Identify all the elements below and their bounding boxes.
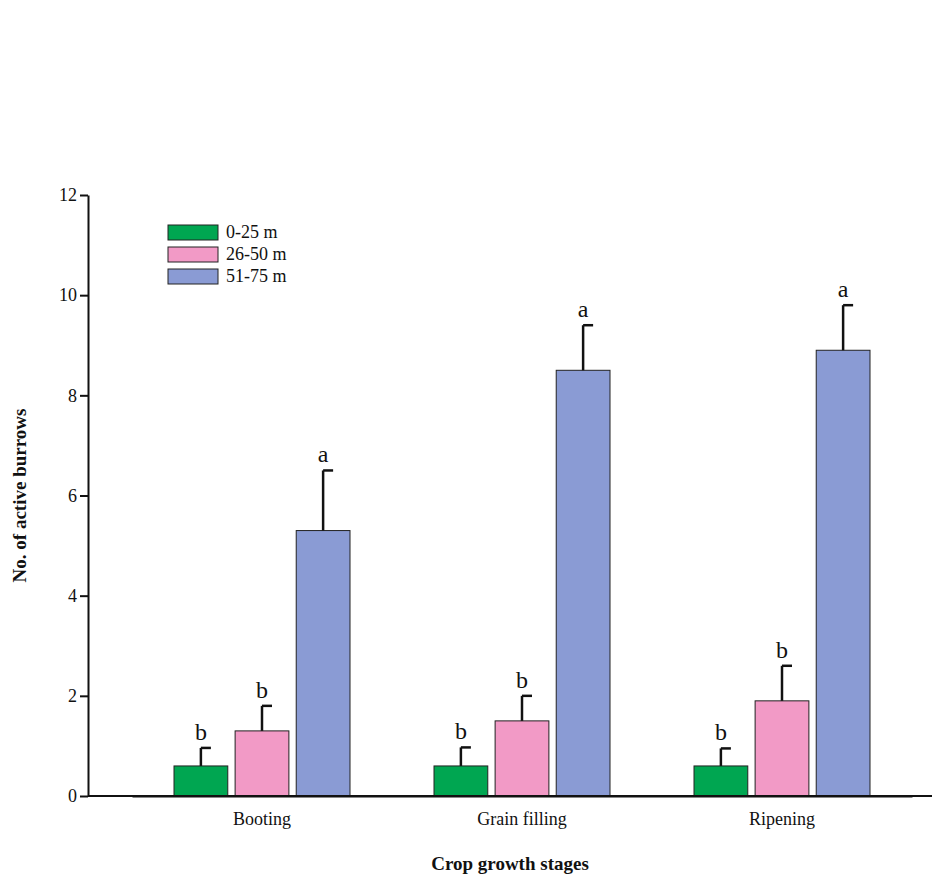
- chart: b b b b b b a a a 0 2 4 6 8 10 12 Booting Grain filling Ri…: [0, 0, 946, 886]
- error-bar-stem: [720, 748, 723, 766]
- bar: [556, 370, 610, 796]
- error-bar: [461, 747, 471, 766]
- legend-item: 0-25 m: [168, 222, 278, 242]
- annotations: b b b b b b a a a: [195, 276, 849, 745]
- bar: [174, 766, 228, 796]
- error-bar-cap: [201, 747, 211, 750]
- y-tick-mark: [80, 495, 88, 497]
- x-tick: Grain filling: [477, 796, 566, 829]
- y-tick-label: 0: [68, 786, 77, 806]
- bar: [755, 701, 809, 796]
- error-bar-cap: [782, 665, 792, 668]
- y-tick: 8: [68, 386, 88, 406]
- bar: [434, 766, 488, 796]
- error-bar-cap: [522, 695, 532, 698]
- y-tick-label: 12: [59, 185, 77, 205]
- series: [296, 305, 870, 796]
- y-tick-mark: [80, 695, 88, 697]
- y-tick-mark: [80, 195, 88, 197]
- y-tick-mark: [80, 595, 88, 597]
- bar: [296, 531, 350, 796]
- y-tick-label: 4: [68, 586, 77, 606]
- error-bar-stem: [842, 305, 845, 350]
- x-axis: Booting Grain filling Ripening: [133, 796, 913, 829]
- y-tick: 10: [59, 285, 88, 305]
- legend-label: 0-25 m: [226, 222, 278, 242]
- error-bar-stem: [460, 747, 463, 766]
- significance-letter: a: [318, 441, 329, 467]
- y-tick: 12: [59, 185, 88, 205]
- y-tick: 2: [68, 686, 88, 706]
- legend-swatch: [168, 225, 218, 240]
- x-tick: Booting: [233, 796, 291, 829]
- error-bar: [522, 696, 532, 721]
- x-tick: Ripening: [749, 796, 815, 829]
- y-tick: 4: [68, 586, 88, 606]
- x-axis-title: Crop growth stages: [431, 853, 589, 874]
- error-bar: [323, 470, 333, 530]
- y-tick: 6: [68, 486, 88, 506]
- y-axis-title: No. of active burrows: [9, 409, 30, 583]
- error-bar-stem: [781, 666, 784, 701]
- y-tick-mark: [80, 295, 88, 297]
- y-tick-label: 6: [68, 486, 77, 506]
- significance-letter: b: [516, 667, 528, 693]
- bar: [235, 731, 289, 796]
- error-bar-cap: [843, 304, 853, 307]
- error-bar-cap: [323, 469, 333, 472]
- error-bar-stem: [261, 706, 264, 731]
- y-tick: 0: [68, 786, 88, 806]
- significance-letter: b: [455, 718, 467, 744]
- error-bar: [583, 325, 593, 370]
- y-tick-mark: [80, 796, 88, 798]
- x-tick-label: Ripening: [749, 809, 815, 829]
- error-bar-stem: [582, 325, 585, 370]
- legend-label: 26-50 m: [226, 244, 287, 264]
- error-bar: [843, 305, 853, 350]
- legend: 0-25 m26-50 m51-75 m: [168, 222, 287, 286]
- plot-frame: [88, 795, 932, 797]
- error-bar-cap: [583, 324, 593, 327]
- error-bar-cap: [721, 747, 731, 750]
- x-tick-label: Booting: [233, 809, 291, 829]
- error-bar: [782, 666, 792, 701]
- significance-letter: a: [578, 296, 589, 322]
- legend-swatch: [168, 247, 218, 262]
- legend-label: 51-75 m: [226, 266, 287, 286]
- y-tick-label: 10: [59, 285, 77, 305]
- error-bar: [201, 748, 211, 766]
- legend-swatch: [168, 269, 218, 284]
- error-bar-cap: [461, 746, 471, 749]
- significance-letter: b: [256, 677, 268, 703]
- significance-letter: b: [715, 719, 727, 745]
- error-bar: [262, 706, 272, 731]
- error-bar-stem: [521, 696, 524, 721]
- significance-letter: b: [195, 719, 207, 745]
- plot-area: [174, 305, 870, 796]
- error-bar-cap: [262, 705, 272, 708]
- significance-letter: a: [838, 276, 849, 302]
- error-bar-stem: [322, 470, 325, 530]
- legend-item: 26-50 m: [168, 244, 287, 264]
- bar: [694, 766, 748, 796]
- error-bar-stem: [200, 748, 203, 766]
- bar: [816, 350, 870, 796]
- y-axis: 0 2 4 6 8 10 12: [59, 185, 89, 806]
- y-tick-mark: [80, 395, 88, 397]
- error-bar: [721, 748, 731, 766]
- significance-letter: b: [776, 637, 788, 663]
- x-tick-label: Grain filling: [477, 809, 566, 829]
- legend-item: 51-75 m: [168, 266, 287, 286]
- y-tick-label: 2: [68, 686, 77, 706]
- bar: [495, 721, 549, 796]
- y-tick-label: 8: [68, 386, 77, 406]
